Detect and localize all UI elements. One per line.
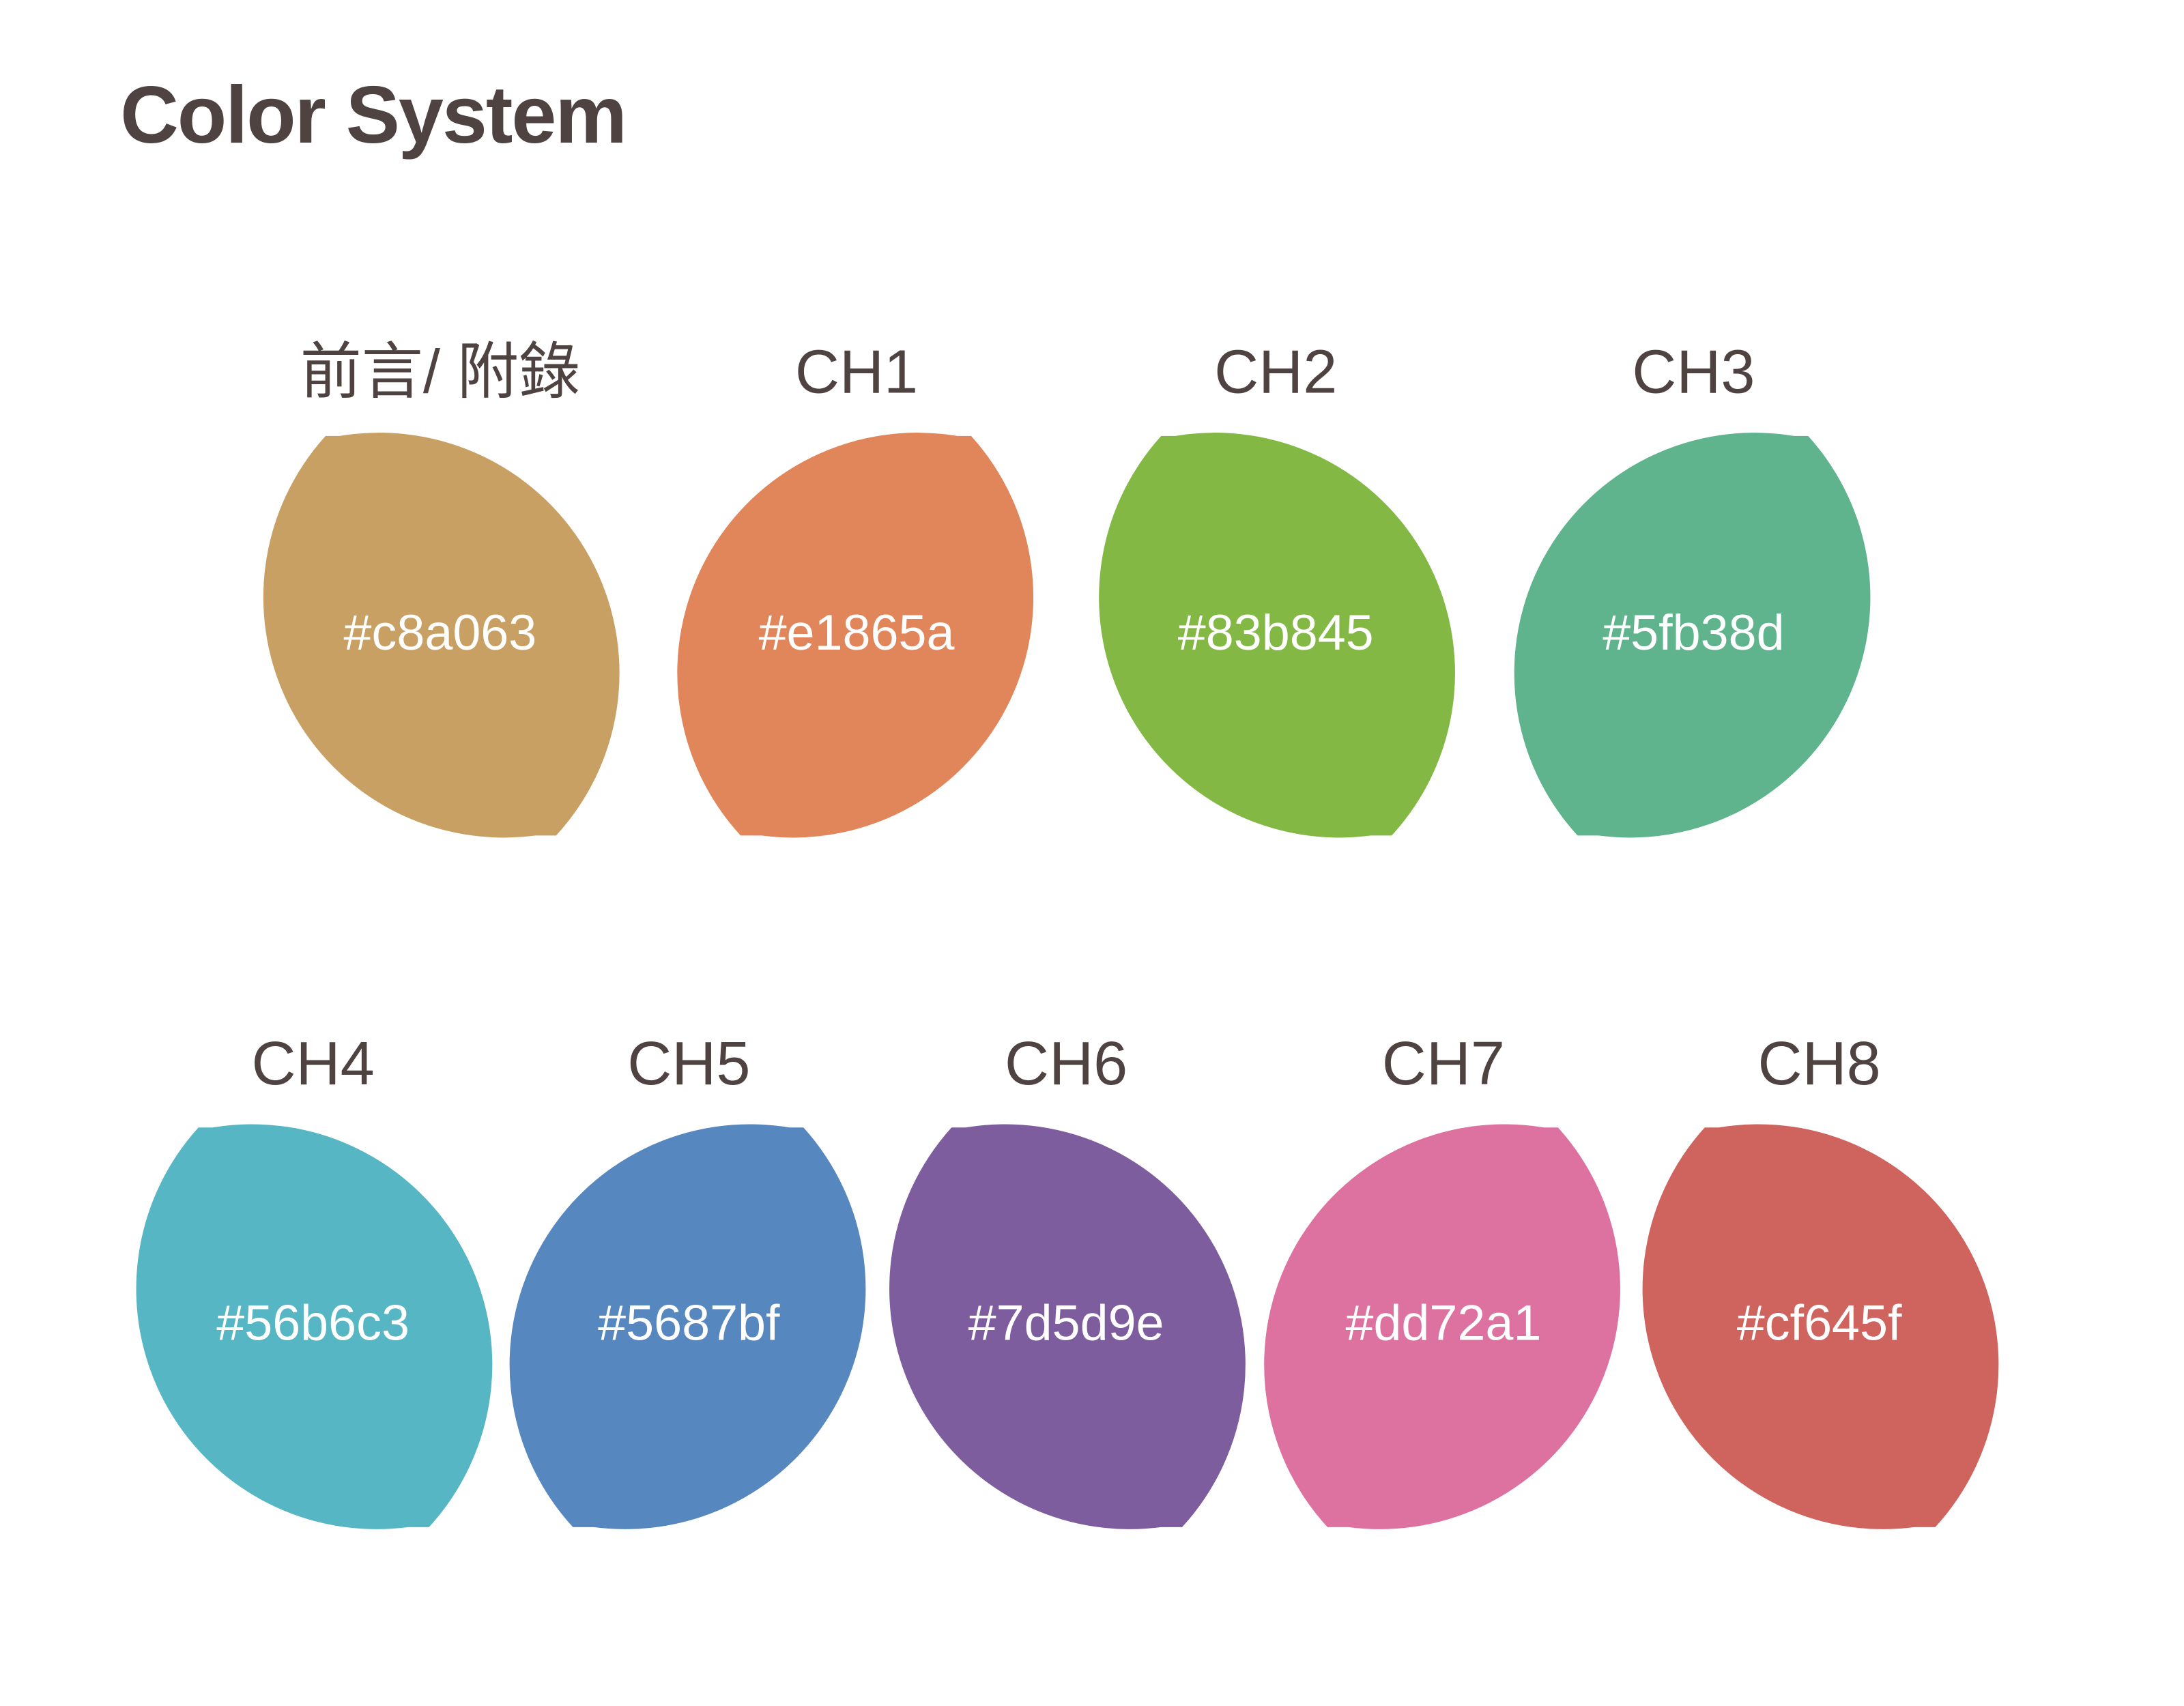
swatch-label: CH5 <box>627 1029 750 1098</box>
hex-code: #7d5d9e <box>968 1294 1164 1350</box>
swatch-label: CH3 <box>1632 337 1755 406</box>
leaf-swatch <box>263 433 620 838</box>
swatch: CH7 #dd72a1 <box>1264 1029 1620 1529</box>
hex-code: #cf645f <box>1737 1294 1902 1350</box>
hex-code: #c8a063 <box>344 604 537 661</box>
leaf-swatch <box>136 1124 493 1529</box>
swatch-label: 前言/ 附錄 <box>300 337 580 406</box>
leaf-swatch <box>1264 1124 1620 1529</box>
hex-code: #83b845 <box>1178 604 1374 661</box>
leaf-swatch <box>1642 1124 1999 1529</box>
swatch-label: CH8 <box>1758 1029 1881 1098</box>
leaf-swatch <box>1099 433 1455 838</box>
swatch-label: CH1 <box>795 337 918 406</box>
swatch: CH8 #cf645f <box>1642 1029 1999 1529</box>
swatch-label: CH7 <box>1382 1029 1505 1098</box>
page-title: Color System <box>120 70 626 160</box>
swatch: CH5 #5687bf <box>509 1029 866 1529</box>
swatch: CH2 #83b845 <box>1099 337 1455 838</box>
swatch: CH3 #5fb38d <box>1514 337 1871 838</box>
leaf-swatch <box>509 1124 866 1529</box>
leaf-swatch <box>889 1124 1246 1529</box>
swatch-label: CH2 <box>1214 337 1337 406</box>
swatch: CH6 #7d5d9e <box>889 1029 1246 1529</box>
leaf-swatch <box>1514 433 1871 838</box>
hex-code: #5fb38d <box>1603 604 1784 661</box>
leaf-swatch <box>677 433 1034 838</box>
hex-code: #dd72a1 <box>1345 1294 1541 1350</box>
swatch-label: CH6 <box>1005 1029 1127 1098</box>
hex-code: #e1865a <box>759 604 955 661</box>
hex-code: #56b6c3 <box>216 1294 410 1350</box>
swatch-label: CH4 <box>252 1029 375 1098</box>
swatch: CH1 #e1865a <box>677 337 1034 838</box>
swatch: CH4 #56b6c3 <box>136 1029 493 1529</box>
hex-code: #5687bf <box>598 1294 780 1350</box>
swatch: 前言/ 附錄 #c8a063 <box>263 337 620 838</box>
